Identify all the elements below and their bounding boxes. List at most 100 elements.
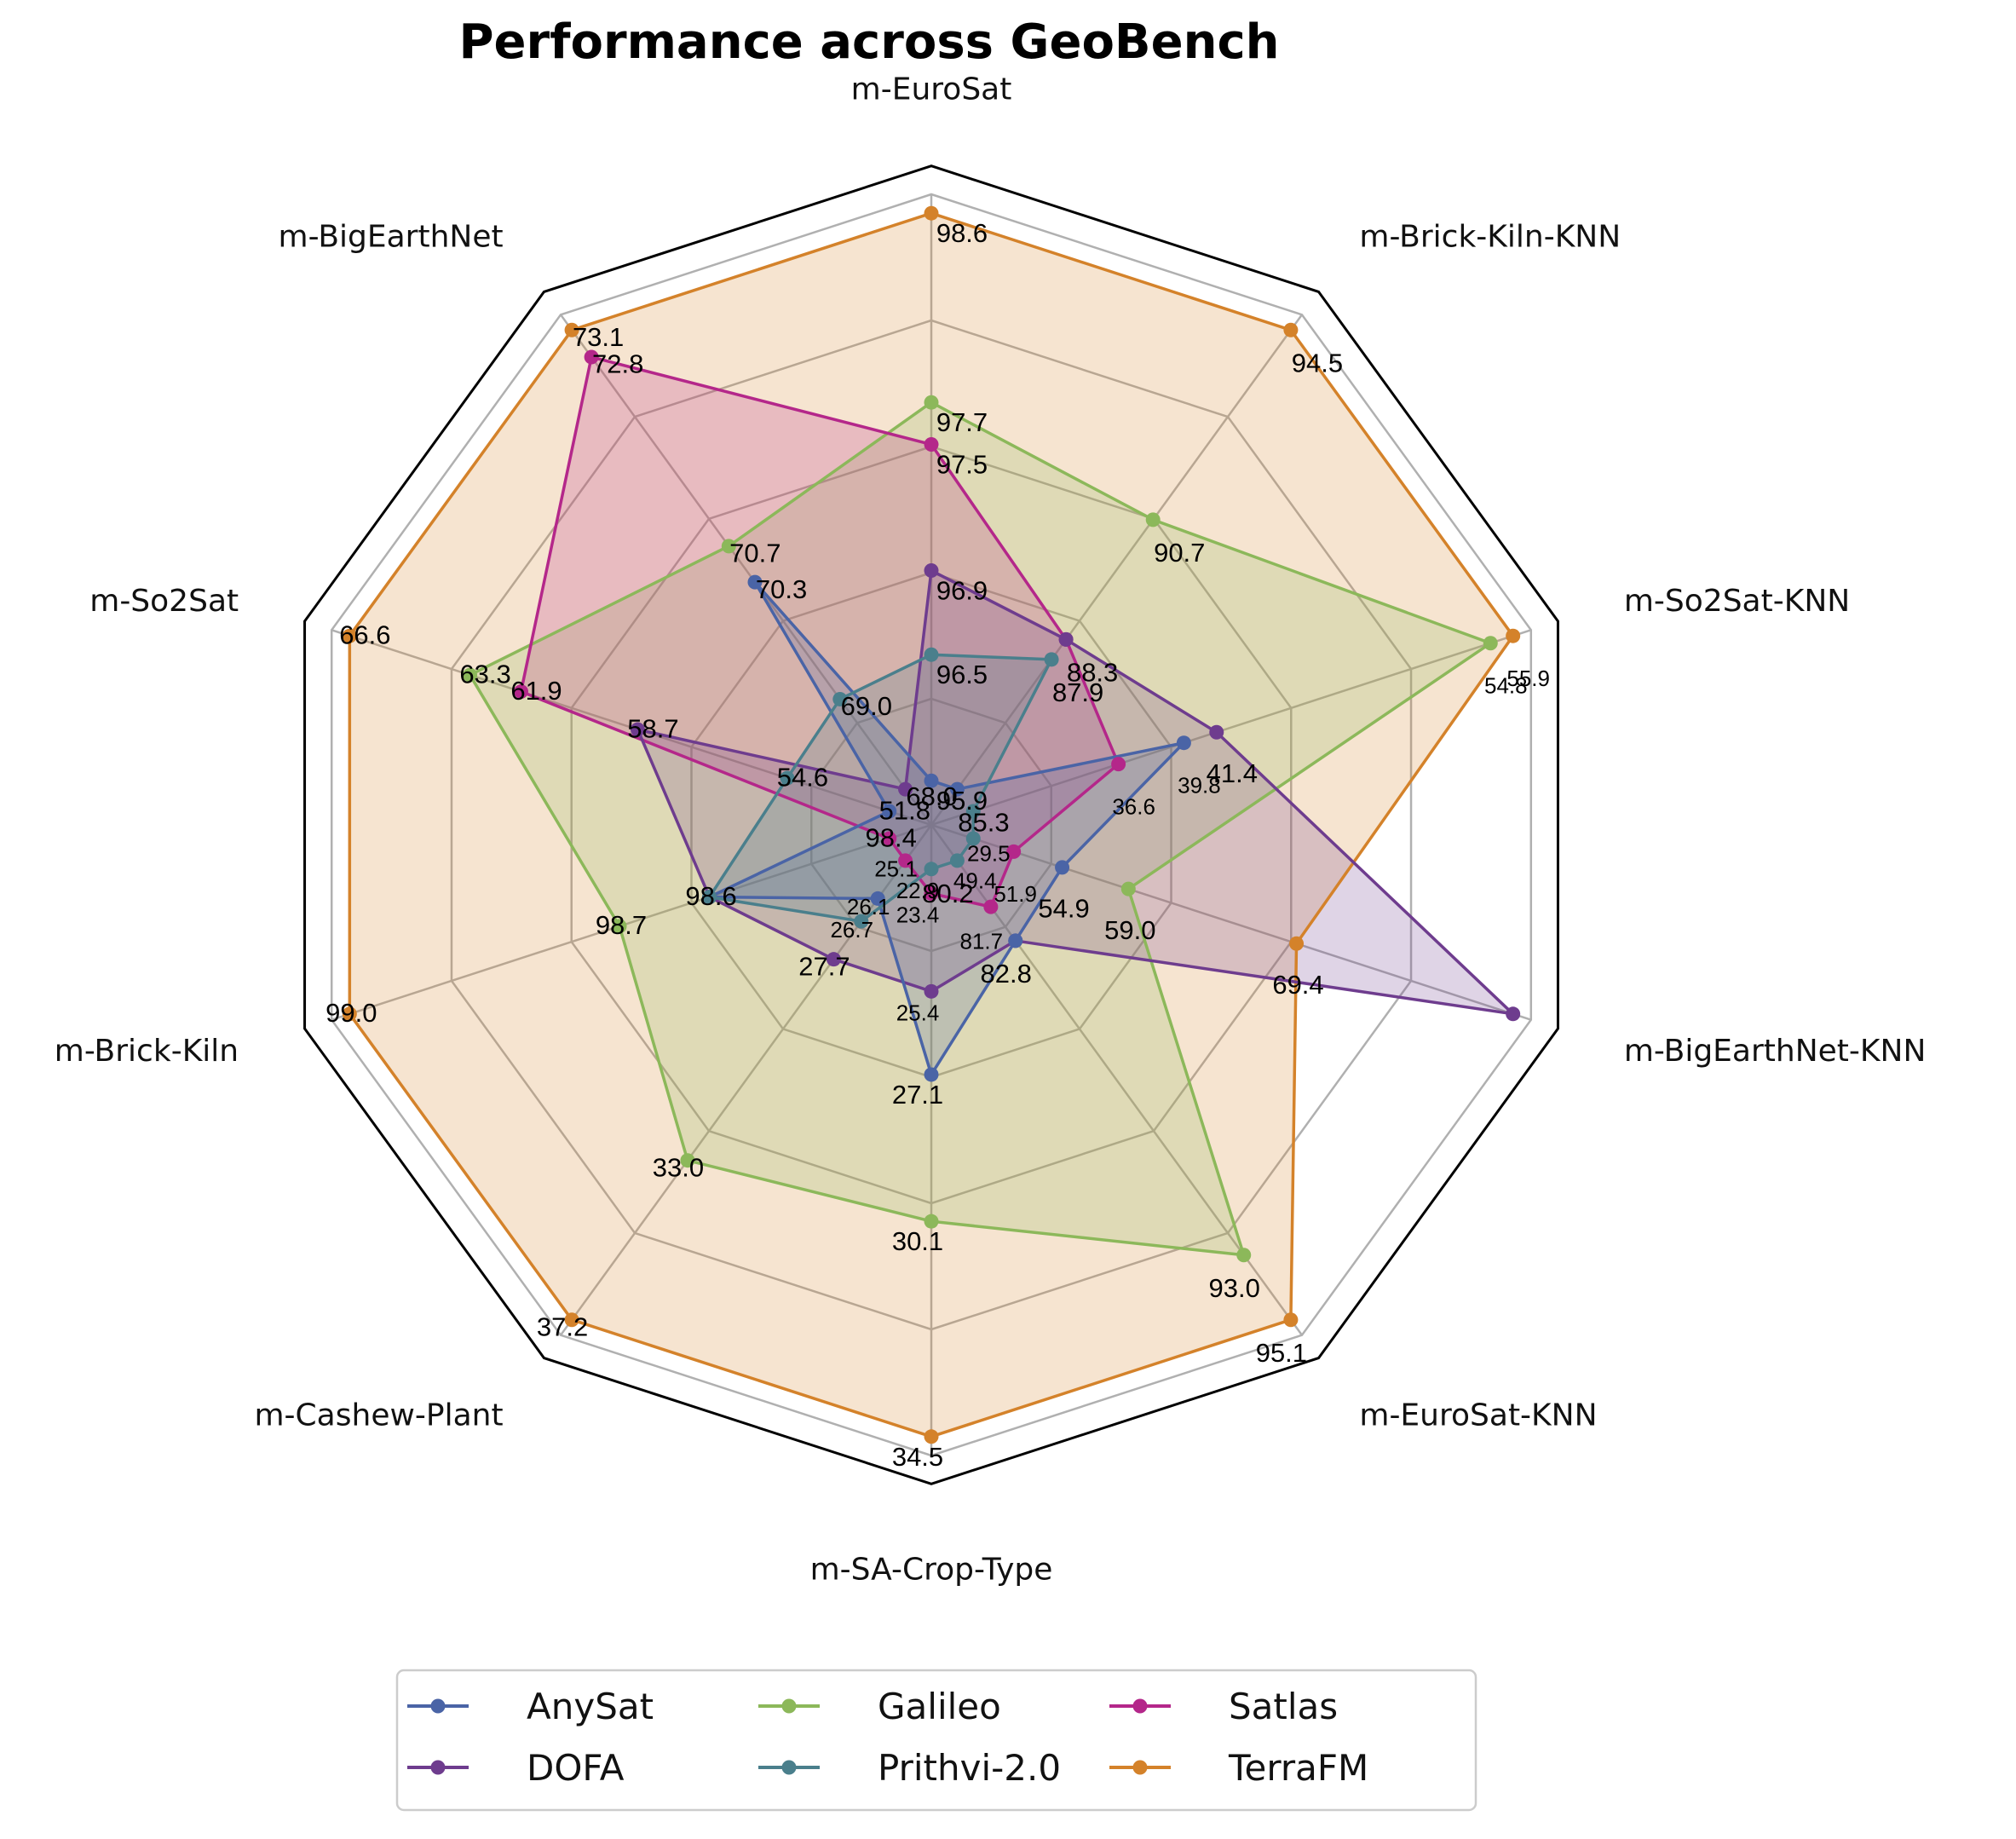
data-label-anysat-5: 27.1 (892, 1080, 943, 1110)
legend-item-terrafm: TerraFM (1109, 1747, 1368, 1789)
data-label-dofa-8: 58.7 (627, 713, 678, 743)
data-label-galileo-8: 63.3 (459, 659, 510, 689)
data-label-dofa-0: 96.9 (936, 576, 988, 606)
data-label-prithvi-2-0-4: 80.2 (922, 879, 973, 908)
data-point-satlas (882, 831, 897, 846)
data-point-galileo (612, 919, 627, 934)
radar-frame (303, 164, 1559, 1485)
data-point-terrafm (342, 1006, 357, 1022)
data-point-dofa (826, 952, 841, 967)
data-point-satlas (1111, 757, 1126, 772)
data-labels: 98.6 97.7 97.5 96.9 96.5 95.9 94.5 90.7 88.387.9… (325, 218, 1550, 1472)
data-label-prithvi-2-0-0: 96.5 (936, 660, 988, 689)
legend-item-prithvi-2-0: Prithvi-2.0 (758, 1747, 1061, 1789)
data-point-dofa (898, 781, 913, 797)
data-point-anysat (1055, 860, 1070, 875)
legend-item-anysat: AnySat (407, 1686, 654, 1727)
data-point-dofa (1209, 724, 1224, 740)
data-point-galileo (1483, 636, 1498, 651)
data-label-terrafm-5: 34.5 (892, 1442, 943, 1472)
data-point-prithvi-2-0 (702, 890, 717, 905)
grid-spoke (560, 314, 933, 826)
data-point-anysat (924, 1067, 939, 1082)
data-label-prithvi-2-0-9: 69.0 (841, 691, 892, 721)
data-point-galileo (463, 667, 478, 683)
data-label-anysat-7: 98.6 (685, 881, 736, 911)
axis-label-m-eurosat-knn: m-EuroSat-KNN (1359, 1398, 1597, 1433)
data-point-satlas (1006, 844, 1022, 859)
legend-label: Galileo (878, 1686, 1001, 1727)
data-label-galileo-7: 98.7 (596, 910, 647, 940)
data-label-satlas-5: 23.4 (896, 902, 940, 928)
data-label-dofa-9: 68.0 (906, 781, 957, 811)
data-point-prithvi-2-0 (949, 853, 965, 868)
data-label-satlas-8: 61.9 (510, 676, 562, 706)
data-point-dofa (1058, 631, 1074, 647)
data-point-anysat (949, 781, 965, 797)
data-point-galileo (1120, 881, 1136, 896)
data-label-dofa-2: 41.4 (1207, 758, 1258, 788)
data-label-galileo-0: 97.7 (936, 407, 988, 437)
data-point-satlas (898, 853, 913, 868)
series-fill-dofa (637, 570, 1513, 1014)
axis-label-m-cashew-plant: m-Cashew-Plant (254, 1398, 503, 1433)
data-label-terrafm-7: 99.0 (325, 998, 377, 1028)
chart-title: Performance across GeoBench (458, 14, 1279, 70)
axis-labels: m-EuroSat m-Brick-Kiln-KNN m-So2Sat-KNN m-B… (55, 72, 1927, 1587)
legend-item-dofa: DOFA (407, 1747, 625, 1789)
data-point-terrafm (1283, 322, 1299, 337)
data-point-prithvi-2-0 (780, 770, 795, 786)
data-label-anysat-8: 51.8 (879, 795, 930, 825)
data-label-dofa-4: 82.8 (981, 959, 1032, 989)
grid-spoke (560, 824, 933, 1336)
data-point-satlas (983, 899, 999, 914)
data-label-satlas-2: 36.6 (1112, 793, 1155, 819)
data-point-dofa (924, 983, 939, 999)
data-label-terrafm-8: 66.6 (339, 620, 390, 649)
series-fill-galileo (469, 402, 1491, 1255)
series-points (342, 205, 1521, 1444)
legend-label: Prithvi-2.0 (878, 1747, 1061, 1789)
data-label-satlas-3: 51.9 (994, 881, 1037, 907)
axis-label-m-so2sat-knn: m-So2Sat-KNN (1624, 584, 1850, 619)
data-label-anysat-9: 70.3 (756, 574, 807, 604)
grid-spoke (930, 629, 1532, 827)
data-point-dofa (630, 722, 645, 737)
data-point-prithvi-2-0 (1044, 652, 1059, 667)
data-point-anysat (924, 773, 939, 788)
legend-item-satlas: Satlas (1109, 1686, 1338, 1727)
grid-spoke (331, 823, 932, 1021)
legend-swatch-marker (781, 1760, 797, 1775)
data-label-galileo-9: 70.7 (729, 539, 780, 568)
data-label-terrafm-4: 95.1 (1256, 1338, 1307, 1368)
data-point-prithvi-2-0 (832, 691, 848, 706)
data-label-galileo-2: 54.8 (1484, 672, 1528, 698)
legend-box (395, 1669, 1477, 1812)
data-point-galileo (680, 1153, 695, 1168)
legend-label: DOFA (527, 1747, 625, 1789)
data-label-satlas-6: 25.1 (874, 856, 918, 882)
legend-label: Satlas (1229, 1686, 1338, 1727)
data-label-satlas-4: 81.7 (960, 928, 1004, 954)
legend-item-galileo: Galileo (758, 1686, 1001, 1727)
data-point-satlas (924, 437, 939, 453)
data-label-prithvi-2-0-8: 54.6 (777, 762, 828, 792)
axis-label-m-bigearthnet: m-BigEarthNet (279, 220, 504, 255)
data-label-galileo-5: 30.1 (892, 1226, 943, 1256)
data-label-prithvi-2-0-6: 26.7 (830, 917, 873, 943)
data-label-satlas-7: 98.4 (866, 822, 917, 852)
data-label-satlas-0: 97.5 (936, 450, 988, 480)
data-point-anysat (747, 574, 763, 590)
axis-label-m-bigearthnet-knn: m-BigEarthNet-KNN (1624, 1034, 1927, 1069)
legend-swatch-marker (430, 1760, 446, 1775)
grid-spoke (930, 314, 1303, 826)
data-point-prithvi-2-0 (965, 831, 981, 846)
data-point-terrafm (924, 205, 939, 221)
data-label-anysat-6: 26.1 (847, 894, 890, 920)
data-label-galileo-1: 90.7 (1154, 538, 1205, 568)
data-point-galileo (924, 395, 939, 410)
data-point-satlas (513, 684, 528, 700)
data-point-galileo (1236, 1248, 1252, 1263)
